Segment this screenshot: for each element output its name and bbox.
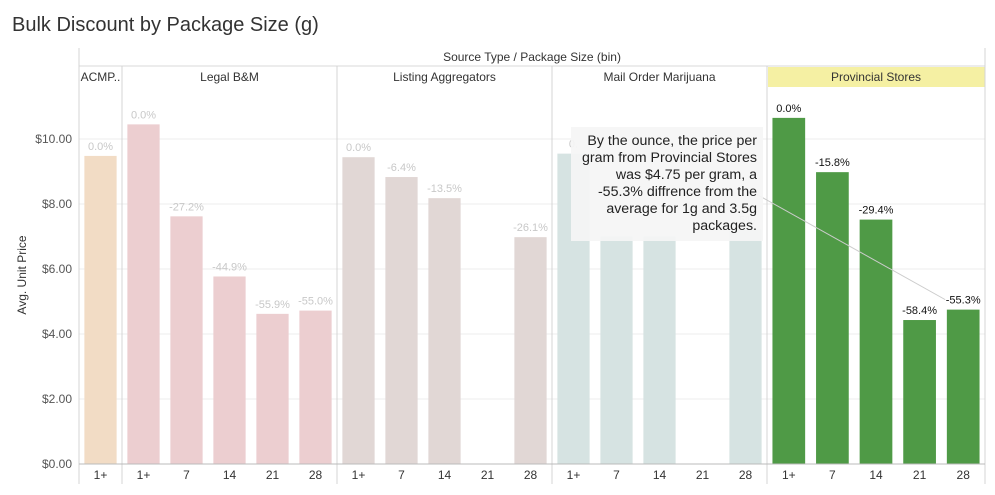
data-label: -27.2% <box>169 201 204 213</box>
data-label: -15.8% <box>815 157 850 169</box>
data-label: -44.9% <box>212 261 247 273</box>
x-tick-label: 7 <box>613 468 620 482</box>
bar <box>859 219 893 464</box>
bar <box>213 276 246 464</box>
x-tick-label: 7 <box>183 468 190 482</box>
panel-label: ACMP.. <box>81 70 121 84</box>
x-tick-label: 21 <box>913 468 927 482</box>
bar <box>514 237 547 464</box>
data-label: -6.4% <box>387 162 416 174</box>
data-label: -58.4% <box>902 305 937 317</box>
bar <box>643 236 676 464</box>
x-tick-label: 7 <box>829 468 836 482</box>
data-label: 0.0% <box>776 103 801 115</box>
header-title: Source Type / Package Size (bin) <box>443 50 621 64</box>
bar <box>385 177 418 464</box>
chart-title: Bulk Discount by Package Size (g) <box>12 14 319 36</box>
x-tick-label: 14 <box>438 468 452 482</box>
highlight-panel-header <box>768 67 985 87</box>
x-tick-label: 21 <box>481 468 495 482</box>
bar <box>772 117 806 464</box>
bar <box>84 155 117 464</box>
bar <box>600 236 633 464</box>
x-tick-label: 21 <box>696 468 710 482</box>
x-tick-label: 7 <box>398 468 405 482</box>
bar <box>816 172 849 464</box>
x-tick-label: 28 <box>957 468 971 482</box>
data-label: -26.1% <box>513 222 548 234</box>
panel-label: Mail Order Marijuana <box>603 70 715 84</box>
panel-label: Listing Aggregators <box>393 70 496 84</box>
bar <box>428 198 461 464</box>
bar <box>256 313 289 464</box>
annotation-pointer <box>748 189 946 301</box>
y-tick-label: $8.00 <box>42 197 72 211</box>
data-label: 0.0% <box>346 142 371 154</box>
bar <box>127 124 160 464</box>
x-tick-label: 14 <box>869 468 883 482</box>
bar <box>903 320 936 464</box>
x-tick-label: 14 <box>223 468 237 482</box>
bar <box>299 310 332 464</box>
data-label: -29.4% <box>859 205 894 217</box>
data-label: -55.3% <box>946 295 981 307</box>
panel-label: Provincial Stores <box>831 70 921 84</box>
x-tick-label: 14 <box>653 468 667 482</box>
bar <box>342 157 375 464</box>
data-label: 0.0% <box>88 141 113 153</box>
y-tick-label: $6.00 <box>42 262 72 276</box>
bar <box>946 309 980 464</box>
x-tick-label: 28 <box>739 468 753 482</box>
data-label: 0.0% <box>131 109 156 121</box>
y-axis-title: Avg. Unit Price <box>15 235 29 314</box>
x-tick-label: 1+ <box>352 468 366 482</box>
bar <box>729 229 762 464</box>
annotation-callout: By the ounce, the price per gram from Pr… <box>571 127 763 241</box>
x-tick-label: 21 <box>266 468 280 482</box>
x-tick-label: 1+ <box>567 468 581 482</box>
panel-label: Legal B&M <box>200 70 259 84</box>
x-tick-label: 1+ <box>782 468 796 482</box>
data-label: -55.0% <box>298 296 333 308</box>
y-tick-label: $4.00 <box>42 327 72 341</box>
y-tick-label: $0.00 <box>42 457 72 471</box>
data-label: -55.9% <box>255 299 290 311</box>
x-tick-label: 1+ <box>94 468 108 482</box>
x-tick-label: 28 <box>309 468 323 482</box>
x-tick-label: 28 <box>524 468 538 482</box>
y-tick-label: $2.00 <box>42 392 72 406</box>
data-label: -13.5% <box>427 183 462 195</box>
y-tick-label: $10.00 <box>35 132 72 146</box>
x-tick-label: 1+ <box>137 468 151 482</box>
bar <box>170 216 203 464</box>
